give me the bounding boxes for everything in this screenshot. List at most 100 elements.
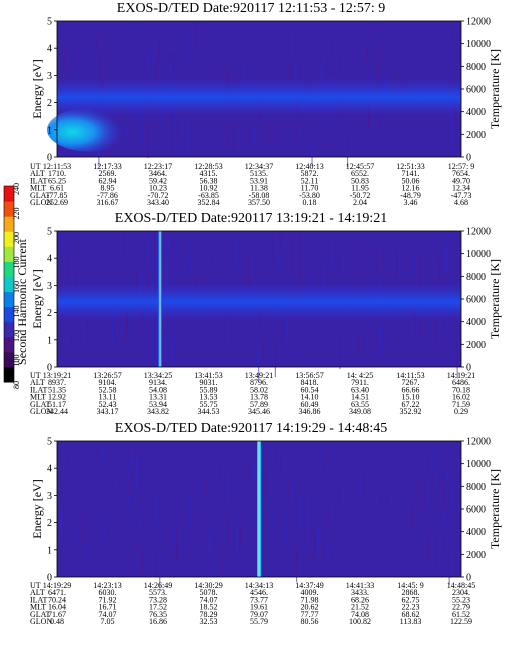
ephemeris-cell: 7654. <box>452 169 470 178</box>
ephemeris-cell: 54.08 <box>149 385 167 394</box>
texture-streak <box>82 58 84 86</box>
texture-streak <box>240 513 242 542</box>
ephemeris-cell: 13.31 <box>149 393 167 402</box>
y2-tick-label: 2000 <box>466 550 486 561</box>
ephemeris-cell: 122.59 <box>450 617 472 626</box>
texture-streak <box>141 550 143 576</box>
ephemeris-cell: 73.28 <box>149 595 167 604</box>
texture-streak <box>252 126 254 137</box>
texture-streak <box>175 524 177 560</box>
texture-streak <box>99 53 101 88</box>
texture-streak <box>265 468 267 504</box>
texture-streak <box>226 470 229 508</box>
energy-band <box>57 283 461 320</box>
texture-streak <box>92 49 94 71</box>
texture-streak <box>171 335 174 364</box>
ephemeris-cell: 12:17:33 <box>93 162 121 171</box>
texture-streak <box>196 21 198 49</box>
ephemeris-cell: 74.08 <box>351 610 369 619</box>
texture-streak <box>275 451 277 461</box>
texture-streak <box>127 492 130 506</box>
ephemeris-cell: 14:37:49 <box>295 581 323 590</box>
ephemeris-cell: 10.92 <box>200 184 218 193</box>
y-axis-label: Energy [eV] <box>30 59 44 118</box>
texture-streak <box>231 316 233 350</box>
texture-streak <box>411 315 413 340</box>
ephemeris-row-label: ALT <box>30 169 45 178</box>
texture-streak <box>333 319 335 354</box>
y2-tick-label: 8000 <box>466 482 486 493</box>
ephemeris-cell: 343.82 <box>147 407 169 416</box>
colorbar-tick-label: 160 <box>12 281 21 293</box>
texture-streak <box>236 27 238 64</box>
ephemeris-row-label: ILAT <box>30 385 47 394</box>
ephemeris-cell: 12:28:53 <box>194 162 222 171</box>
y-tick-label: 0 <box>47 573 52 584</box>
texture-streak <box>324 547 326 574</box>
texture-streak <box>292 333 295 354</box>
chart-title: EXOS-D/TED Date:920117 14:19:29 - 14:48:… <box>115 421 387 436</box>
chart-title: EXOS-D/TED Date:920117 13:19:21 - 14:19:… <box>115 211 387 226</box>
ephemeris-row-label: MLT <box>30 184 46 193</box>
ephemeris-cell: 56.38 <box>200 176 218 185</box>
ephemeris-cell: 357.50 <box>248 198 270 207</box>
ephemeris-cell: 14:41:33 <box>346 581 374 590</box>
ephemeris-cell: 50.83 <box>351 176 369 185</box>
ephemeris-cell: 52.58 <box>99 385 117 394</box>
texture-streak <box>134 513 136 538</box>
texture-streak <box>65 454 67 468</box>
spectrogram-texture <box>60 445 454 589</box>
texture-streak <box>415 316 417 342</box>
colorbar-swatch <box>4 291 14 308</box>
texture-streak <box>367 24 370 37</box>
ephemeris-cell: -77.85 <box>47 191 68 200</box>
ephemeris-cell: 6030. <box>99 588 117 597</box>
texture-streak <box>132 25 134 42</box>
texture-streak <box>87 542 89 558</box>
texture-streak <box>296 534 298 560</box>
texture-streak <box>356 242 358 269</box>
texture-streak <box>381 327 383 355</box>
ephemeris-cell: 100.82 <box>349 617 371 626</box>
colorbar-swatch <box>4 321 14 338</box>
y2-tick-label: 10000 <box>466 459 491 470</box>
colorbar-swatches <box>3 185 15 383</box>
ephemeris-cell: 12:11:53 <box>43 162 71 171</box>
colorbar-tick-label: 140 <box>12 306 21 318</box>
texture-streak <box>307 508 309 546</box>
ephemeris-cell: 18.52 <box>200 603 218 612</box>
texture-streak <box>375 492 377 518</box>
colorbar-swatch <box>4 351 14 368</box>
texture-streak <box>339 338 341 370</box>
ephemeris-cell: 51.35 <box>48 385 66 394</box>
texture-streak <box>286 512 288 543</box>
texture-streak <box>421 499 424 515</box>
texture-streak <box>96 36 98 48</box>
texture-streak <box>155 488 157 526</box>
texture-streak <box>426 472 428 483</box>
ephemeris-cell: 13:41:53 <box>194 371 222 380</box>
low-energy-enhancement <box>47 108 131 152</box>
ephemeris-cell: 74.07 <box>99 610 117 619</box>
texture-streak <box>166 260 168 297</box>
texture-streak <box>311 134 313 167</box>
ephemeris-cell: 3464. <box>149 169 167 178</box>
texture-streak <box>398 257 401 271</box>
y2-tick-label: 4000 <box>466 107 486 118</box>
texture-streak <box>235 234 238 272</box>
colorbar-tick-label: 220 <box>12 208 21 220</box>
ephemeris-row-label: GLAT <box>30 400 51 409</box>
ephemeris-cell: 71.67 <box>48 610 66 619</box>
ephemeris-cell: 3433. <box>351 588 369 597</box>
y-tick-label: 2 <box>47 308 52 319</box>
texture-streak <box>258 345 260 381</box>
y-tick-label: 1 <box>47 335 52 346</box>
texture-streak <box>105 38 107 77</box>
texture-streak <box>222 70 224 80</box>
ephemeris-cell: 13:56:57 <box>295 371 323 380</box>
chart-title: EXOS-D/TED Date:920117 12:11:53 - 12:57:… <box>117 1 385 16</box>
texture-streak <box>126 265 128 278</box>
texture-streak <box>280 450 282 471</box>
ephemeris-cell: 4315. <box>200 169 218 178</box>
texture-streak <box>380 325 382 348</box>
